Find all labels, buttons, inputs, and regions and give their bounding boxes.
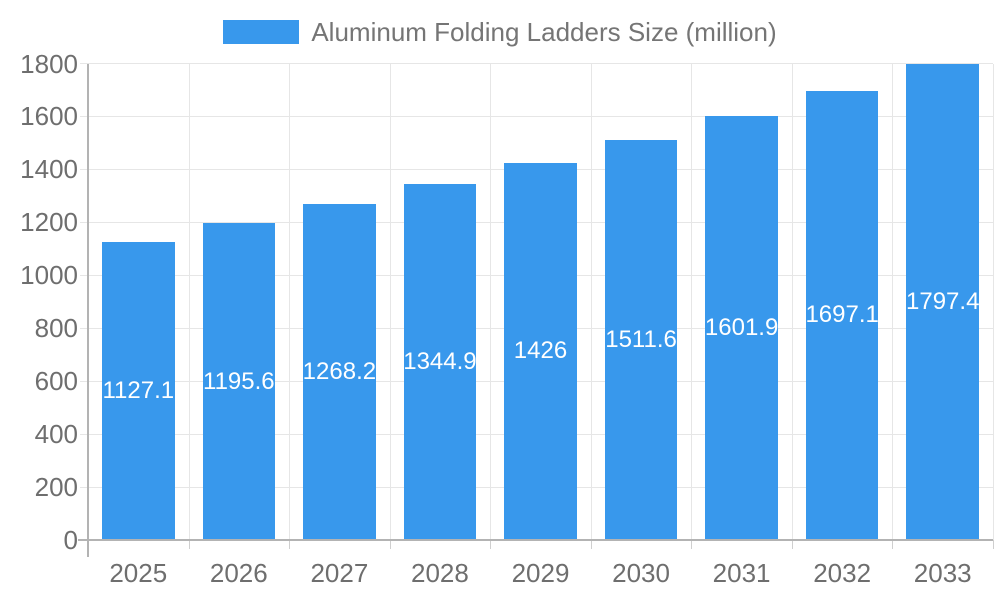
gridline-v-3 (389, 63, 391, 540)
bar-2027[interactable] (303, 204, 376, 540)
x-tick-label-2033: 2033 (913, 558, 972, 588)
gridline-v-9 (993, 63, 994, 540)
x-tick-6 (691, 540, 693, 549)
y-tick-label-1600: 1600 (20, 101, 78, 132)
y-tick-label-400: 400 (34, 419, 78, 450)
y-tick-label-0: 0 (63, 525, 78, 555)
x-tick-label-2026: 2026 (209, 558, 268, 588)
gridline-v-4 (490, 63, 492, 540)
x-tick-7 (791, 540, 793, 549)
x-tick-label-2032: 2032 (813, 558, 872, 588)
x-axis-baseline (78, 539, 993, 541)
bar-2033[interactable] (906, 64, 979, 540)
x-tick-label-2031: 2031 (712, 558, 771, 588)
gridline-v-6 (691, 63, 693, 540)
bar-2028[interactable] (403, 183, 477, 540)
gridline-v-2 (289, 63, 291, 540)
y-tick-label-1000: 1000 (20, 260, 78, 291)
bar-2029[interactable] (504, 162, 577, 540)
gridline-v-8 (892, 63, 894, 540)
y-tick-label-800: 800 (34, 313, 78, 344)
bar-2030[interactable] (604, 139, 678, 540)
bar-2026[interactable] (202, 223, 276, 540)
bar-2025[interactable] (102, 241, 175, 540)
x-tick-label-2029: 2029 (511, 558, 570, 588)
x-tick-label-2025: 2025 (109, 558, 168, 588)
y-axis-line (87, 63, 89, 557)
chart-legend: Aluminum Folding Ladders Size (million) (0, 18, 1000, 46)
x-tick-9 (993, 540, 994, 549)
y-tick-label-1800: 1800 (20, 48, 78, 79)
x-tick-8 (892, 540, 894, 549)
x-tick-label-2030: 2030 (612, 558, 670, 588)
bar-2031[interactable] (705, 115, 778, 540)
x-tick-1 (188, 540, 190, 549)
legend-swatch (223, 20, 300, 44)
x-tick-2 (289, 540, 291, 549)
gridline-h-1600 (80, 115, 993, 117)
y-tick-label-1400: 1400 (20, 154, 78, 185)
y-tick-label-200: 200 (34, 472, 78, 503)
gridline-h-1800 (80, 63, 993, 64)
gridline-v-7 (791, 63, 793, 540)
x-tick-label-2028: 2028 (411, 558, 469, 588)
x-tick-5 (590, 540, 592, 549)
x-tick-label-2027: 2027 (310, 558, 369, 588)
gridline-v-1 (188, 63, 190, 540)
y-tick-label-600: 600 (34, 366, 78, 397)
gridline-v-5 (590, 63, 592, 540)
y-tick-label-1200: 1200 (20, 207, 78, 238)
x-tick-4 (490, 540, 492, 549)
x-tick-3 (389, 540, 391, 549)
bar-2032[interactable] (805, 90, 879, 540)
legend-label: Aluminum Folding Ladders Size (million) (311, 17, 777, 47)
